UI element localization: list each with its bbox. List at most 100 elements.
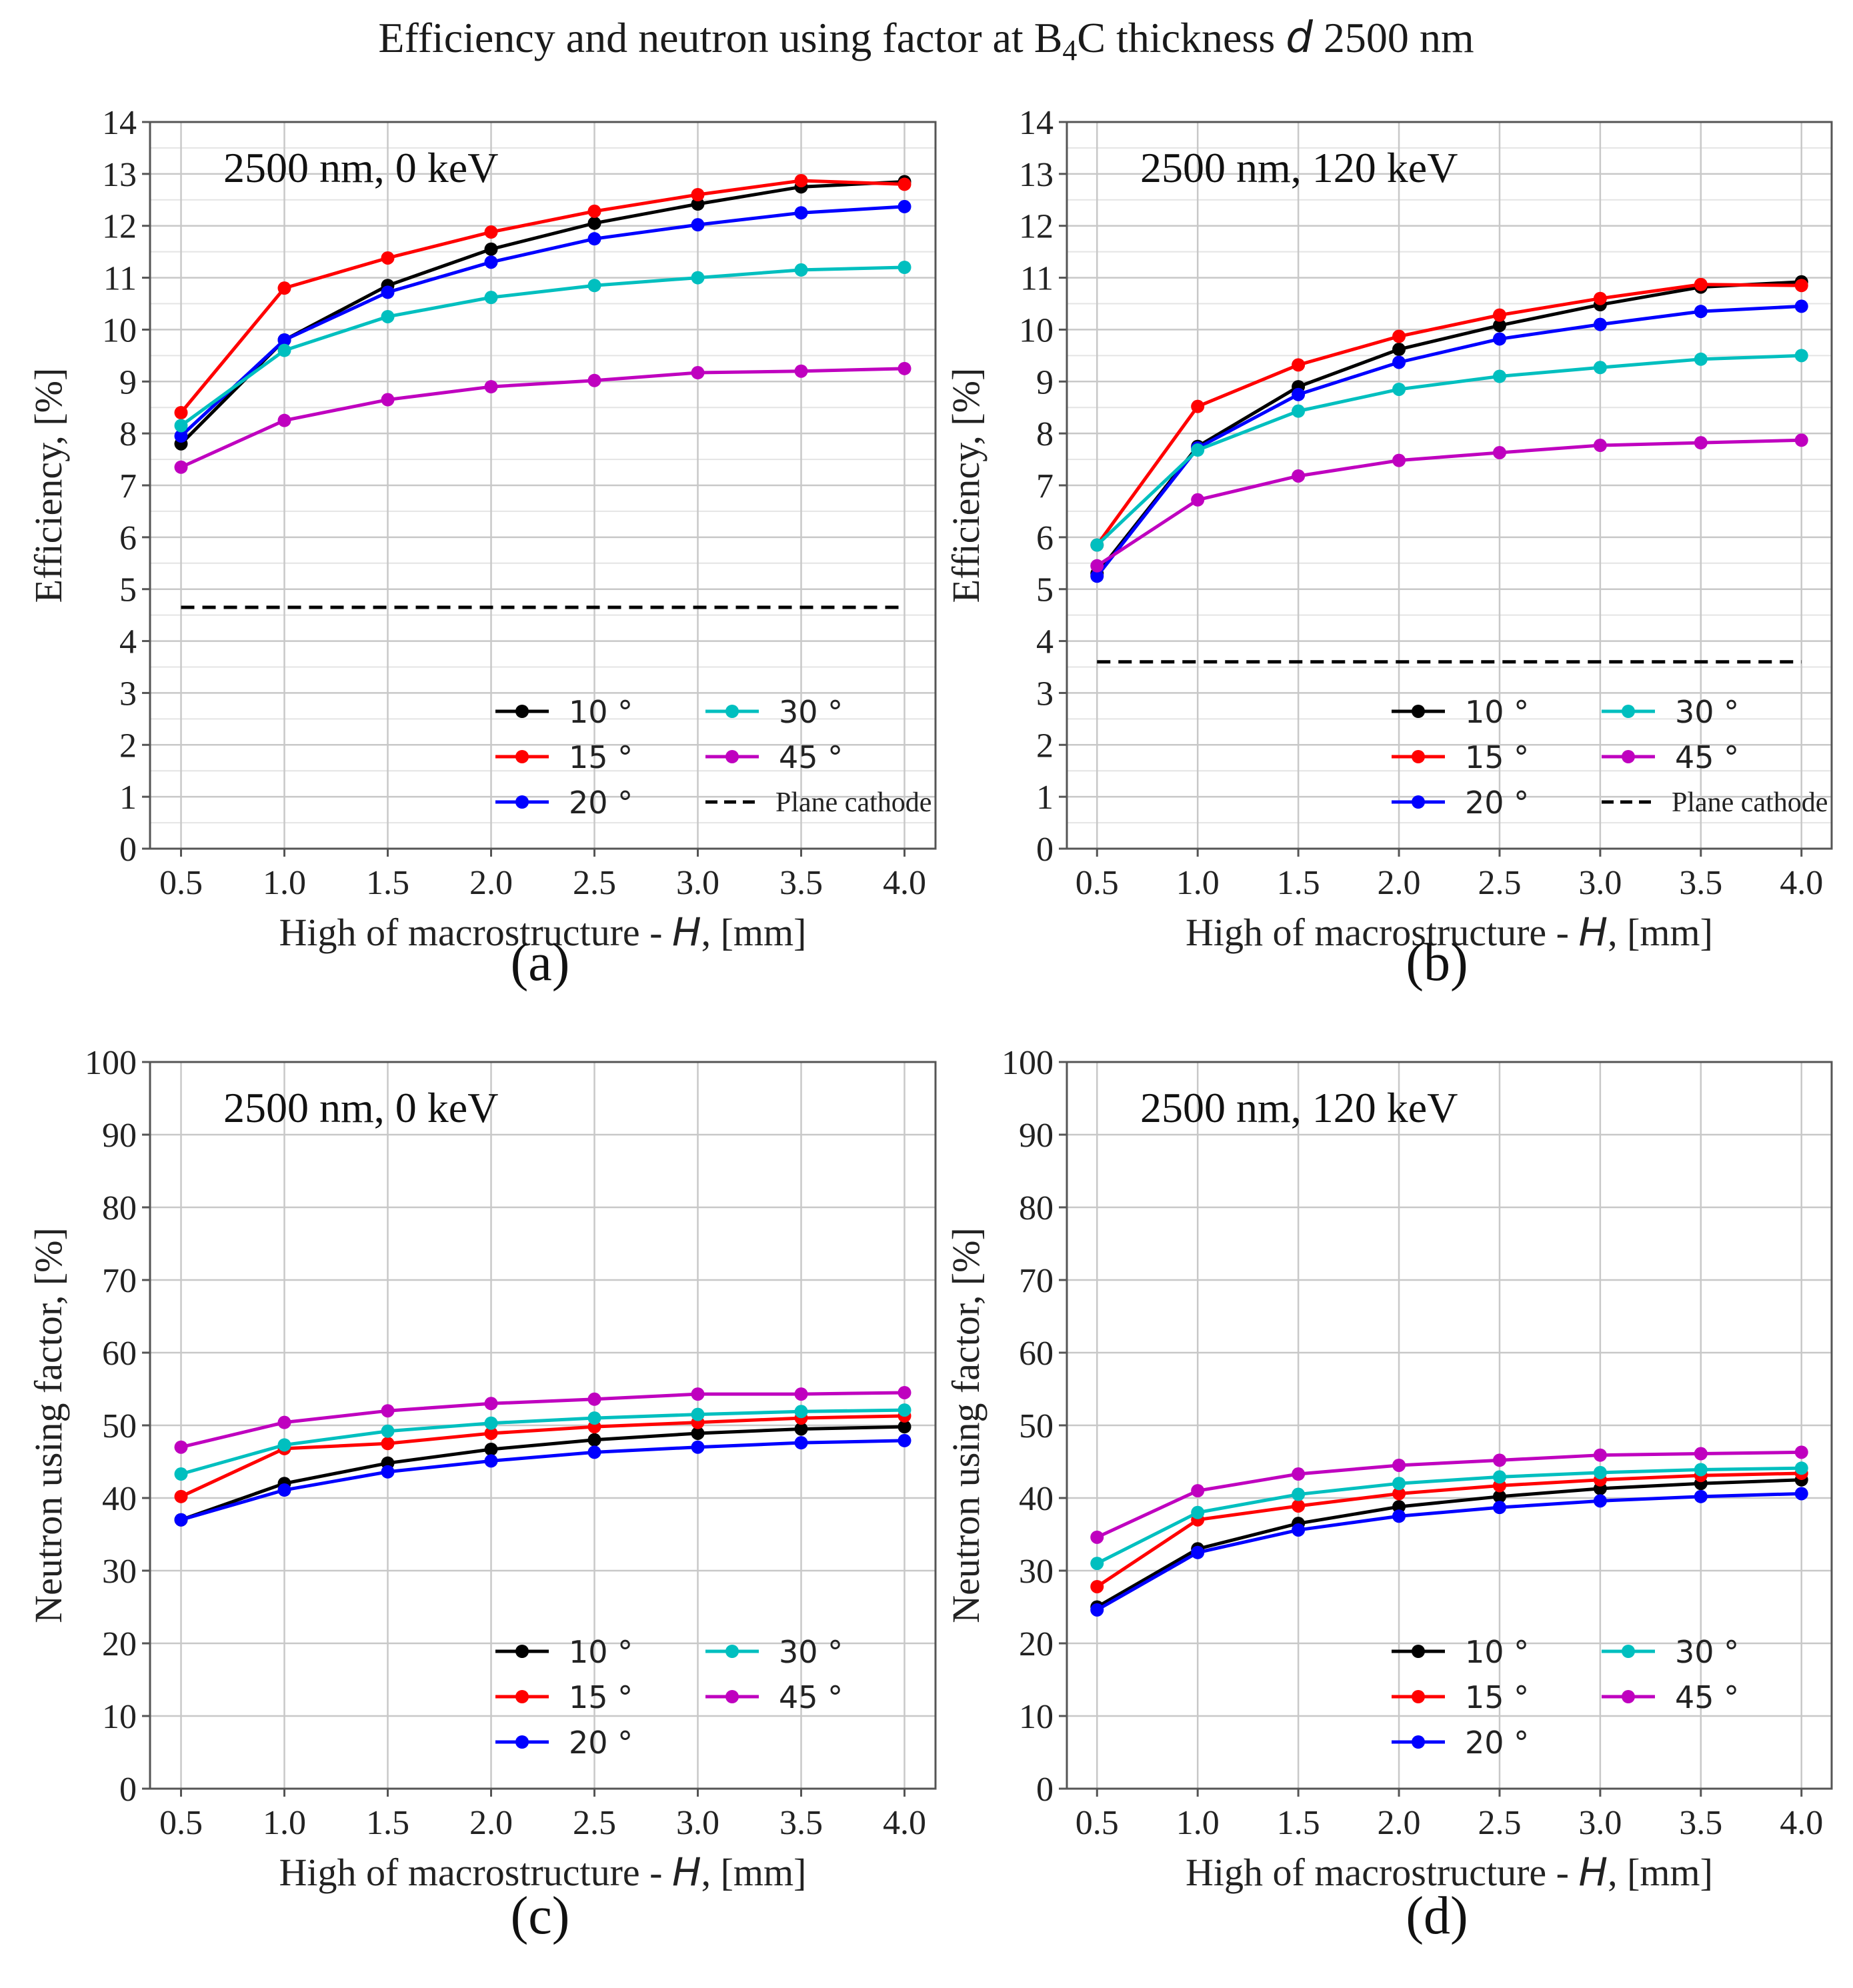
x-tick-label: 1.5	[366, 1804, 409, 1842]
legend-label: 15 °	[569, 1679, 633, 1715]
legend-marker	[1412, 795, 1425, 809]
data-point-20deg	[1593, 1494, 1607, 1508]
y-tick-label: 20	[1019, 1625, 1054, 1663]
data-point-45deg	[1694, 436, 1708, 450]
y-tick-label: 10	[102, 311, 137, 349]
data-point-20deg	[1191, 1545, 1205, 1559]
y-tick-label: 14	[102, 104, 137, 142]
legend-marker	[1412, 705, 1425, 718]
series-line-15deg	[1096, 1471, 1802, 1589]
data-point-30deg	[381, 309, 395, 323]
legend-label: 20 °	[569, 785, 633, 821]
data-point-10deg	[587, 216, 601, 230]
x-tick-label: 1.0	[1176, 864, 1220, 902]
y-tick-label: 12	[102, 208, 137, 246]
y-tick-label: 7	[119, 467, 137, 505]
data-point-15deg	[174, 1489, 188, 1503]
legend-marker	[1412, 750, 1425, 763]
y-tick-label: 11	[103, 260, 137, 298]
data-point-45deg	[1492, 1453, 1506, 1467]
x-tick-label: 1.0	[263, 1804, 306, 1842]
data-point-20deg	[277, 1483, 291, 1497]
y-tick-label: 8	[119, 415, 137, 453]
legend-label: 15 °	[1465, 1679, 1529, 1715]
data-point-30deg	[1090, 538, 1104, 552]
y-tick-label: 5	[119, 571, 137, 609]
data-point-45deg	[1090, 1530, 1104, 1544]
data-point-45deg	[691, 1387, 705, 1401]
x-tick-label: 4.0	[883, 864, 926, 902]
legend-label: 30 °	[779, 1634, 843, 1670]
x-axis-label: High of macrostructure - H, [mm]	[279, 1849, 807, 1895]
data-point-45deg	[1191, 493, 1205, 507]
y-axis-label: Neutron using factor, [%]	[944, 1227, 988, 1623]
data-point-15deg	[1694, 277, 1708, 291]
y-tick-label: 11	[1020, 260, 1054, 298]
series-line-15deg	[1096, 283, 1802, 547]
data-point-30deg	[484, 291, 498, 305]
y-tick-label: 5	[1036, 571, 1054, 609]
data-point-10deg	[897, 1420, 911, 1434]
x-tick-label: 2.0	[1378, 1804, 1421, 1842]
data-point-15deg	[1292, 1499, 1306, 1513]
y-tick-label: 0	[1036, 1771, 1054, 1809]
y-tick-label: 10	[102, 1698, 137, 1736]
legend: 10 ° 15 ° 20 ° 30 ° 45 °	[1392, 1634, 1739, 1761]
x-tick-label: 4.0	[883, 1804, 926, 1842]
legend-marker	[515, 705, 529, 718]
legend-marker	[1412, 1645, 1425, 1658]
data-point-45deg	[1794, 1445, 1808, 1459]
data-point-30deg	[174, 1467, 188, 1481]
legend-marker	[725, 705, 739, 718]
legend: 10 ° 15 ° 20 ° 30 ° 45 ° Plane cathode	[1392, 694, 1828, 821]
legend-label: 20 °	[569, 1725, 633, 1761]
legend: 10 ° 15 ° 20 ° 30 ° 45 ° Plane cathode	[495, 694, 932, 821]
y-tick-label: 2	[119, 727, 137, 765]
legend: 10 ° 15 ° 20 ° 30 ° 45 °	[495, 1634, 843, 1761]
plot-frame	[1066, 121, 1833, 850]
legend-marker	[1412, 1735, 1425, 1749]
y-tick-label: 7	[1036, 467, 1054, 505]
data-point-10deg	[1492, 319, 1506, 333]
data-point-20deg	[691, 1440, 705, 1454]
data-point-15deg	[1090, 1579, 1104, 1593]
data-point-45deg	[1090, 559, 1104, 573]
y-tick-label: 1	[1036, 779, 1054, 817]
x-tick-label: 2.0	[469, 1804, 513, 1842]
x-tick-label: 2.0	[1378, 864, 1421, 902]
data-point-30deg	[587, 279, 601, 293]
data-point-10deg	[691, 1426, 705, 1440]
legend-marker	[1622, 1690, 1635, 1703]
data-point-10deg	[587, 1433, 601, 1447]
x-tick-label: 1.5	[1277, 864, 1320, 902]
y-tick-label: 40	[1019, 1480, 1054, 1518]
legend-label: 10 °	[1465, 694, 1529, 730]
x-axis-label: High of macrostructure - H, [mm]	[279, 909, 807, 955]
series-line-15deg	[180, 1414, 905, 1499]
x-tick-label: 2.5	[573, 1804, 616, 1842]
legend-marker	[1412, 1690, 1425, 1703]
data-point-45deg	[484, 1397, 498, 1411]
series-line-20deg	[1096, 304, 1802, 577]
data-point-45deg	[1292, 1467, 1306, 1481]
y-tick-label: 12	[1019, 208, 1054, 246]
data-point-30deg	[1392, 382, 1406, 396]
data-point-10deg	[691, 197, 705, 211]
y-tick-label: 80	[102, 1189, 137, 1227]
data-point-20deg	[897, 199, 911, 213]
y-tick-label: 60	[102, 1335, 137, 1373]
plot-frame	[149, 1061, 937, 1790]
y-tick-label: 13	[1019, 156, 1054, 194]
data-point-15deg	[1191, 399, 1205, 413]
y-tick-label: 0	[119, 1771, 137, 1809]
data-point-20deg	[381, 1465, 395, 1479]
legend-label: 20 °	[1465, 785, 1529, 821]
legend-marker	[725, 1645, 739, 1658]
data-point-30deg	[1694, 352, 1708, 366]
data-point-15deg	[897, 177, 911, 191]
data-point-45deg	[587, 373, 601, 387]
data-point-15deg	[1392, 1487, 1406, 1501]
data-point-20deg	[1492, 332, 1506, 346]
